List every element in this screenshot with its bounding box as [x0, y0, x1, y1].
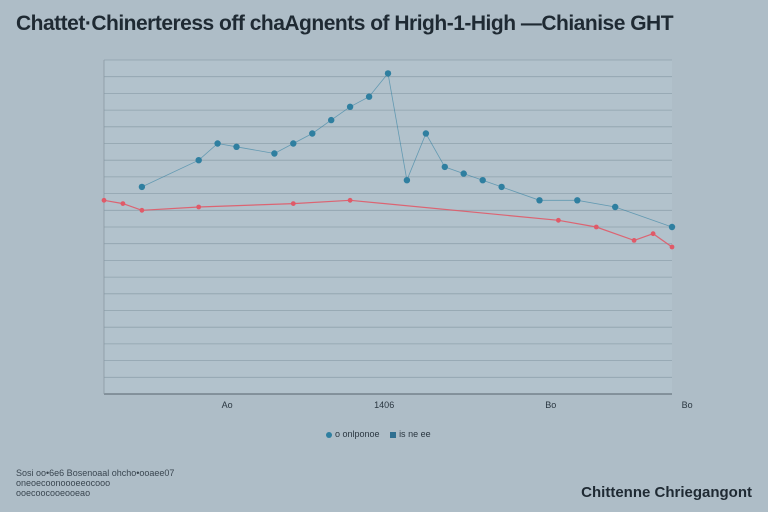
data-point-s1-27	[612, 203, 619, 211]
data-point-s2-2	[139, 207, 145, 213]
x-tick-label-1: 1406	[374, 400, 394, 410]
data-point-s1-21	[498, 183, 505, 191]
data-point-s2-0	[101, 197, 107, 203]
x-tick-label-0: Ao	[222, 400, 233, 410]
data-point-s1-17	[422, 130, 430, 137]
data-point-s1-6	[214, 140, 221, 147]
data-point-s2-28	[631, 238, 637, 243]
legend-marker-series-2	[390, 431, 397, 438]
x-tick-label-3: Bo	[682, 400, 693, 410]
data-point-s1-9	[271, 150, 278, 157]
data-point-s1-30	[668, 223, 676, 231]
data-point-s2-13	[347, 197, 353, 203]
data-point-s2-24	[556, 217, 561, 223]
data-point-s2-29	[650, 231, 656, 237]
footer-note-line-3: ooecoocooeooeao	[16, 488, 91, 498]
data-point-s1-15	[384, 70, 392, 77]
x-tick-label-2: Bo	[545, 400, 556, 410]
series-layer	[101, 70, 676, 250]
data-point-s2-10	[290, 201, 296, 207]
legend: o onlponoe is ne ee	[326, 429, 431, 439]
data-point-s2-1	[120, 201, 126, 207]
grid-lines	[104, 59, 672, 395]
data-point-s1-25	[574, 197, 581, 204]
legend-marker-series-1	[326, 431, 332, 438]
footer-note-line-2: oneoecoonoooeeocooo	[16, 478, 111, 488]
footer-note-line-1: Sosi oo•6e6 Bosenoaal ohcho•ooaee07	[16, 468, 175, 478]
data-point-s1-18	[441, 163, 448, 171]
data-point-s1-19	[460, 170, 467, 177]
legend-label-series-2: is ne ee	[399, 429, 431, 439]
data-point-s1-20	[479, 177, 486, 184]
data-point-s1-2	[138, 183, 146, 191]
footer-note: Sosi oo•6e6 Bosenoaal ohcho•ooaee07 oneo…	[16, 468, 236, 498]
data-point-s1-16	[403, 177, 411, 184]
axes	[103, 60, 672, 395]
data-point-s2-26	[593, 224, 599, 230]
tick-labels: Ao 1406 Bo Bo	[222, 400, 693, 410]
data-point-s1-11	[309, 130, 316, 137]
data-point-s2-30	[669, 244, 675, 250]
data-point-s1-10	[290, 140, 297, 147]
data-point-s1-5	[195, 157, 202, 164]
footer-source: Chittenne Chriegangont	[581, 484, 752, 501]
data-point-s2-5	[196, 204, 202, 210]
legend-label-series-1: o onlponoe	[335, 429, 380, 439]
data-point-s1-13	[346, 103, 354, 111]
data-point-s1-23	[536, 197, 543, 204]
data-point-s1-7	[233, 143, 240, 150]
chart-title: Chattet·Chinerteress off chaAgnents of H…	[16, 12, 674, 35]
data-point-s1-12	[328, 116, 335, 124]
data-point-s1-14	[365, 93, 373, 100]
